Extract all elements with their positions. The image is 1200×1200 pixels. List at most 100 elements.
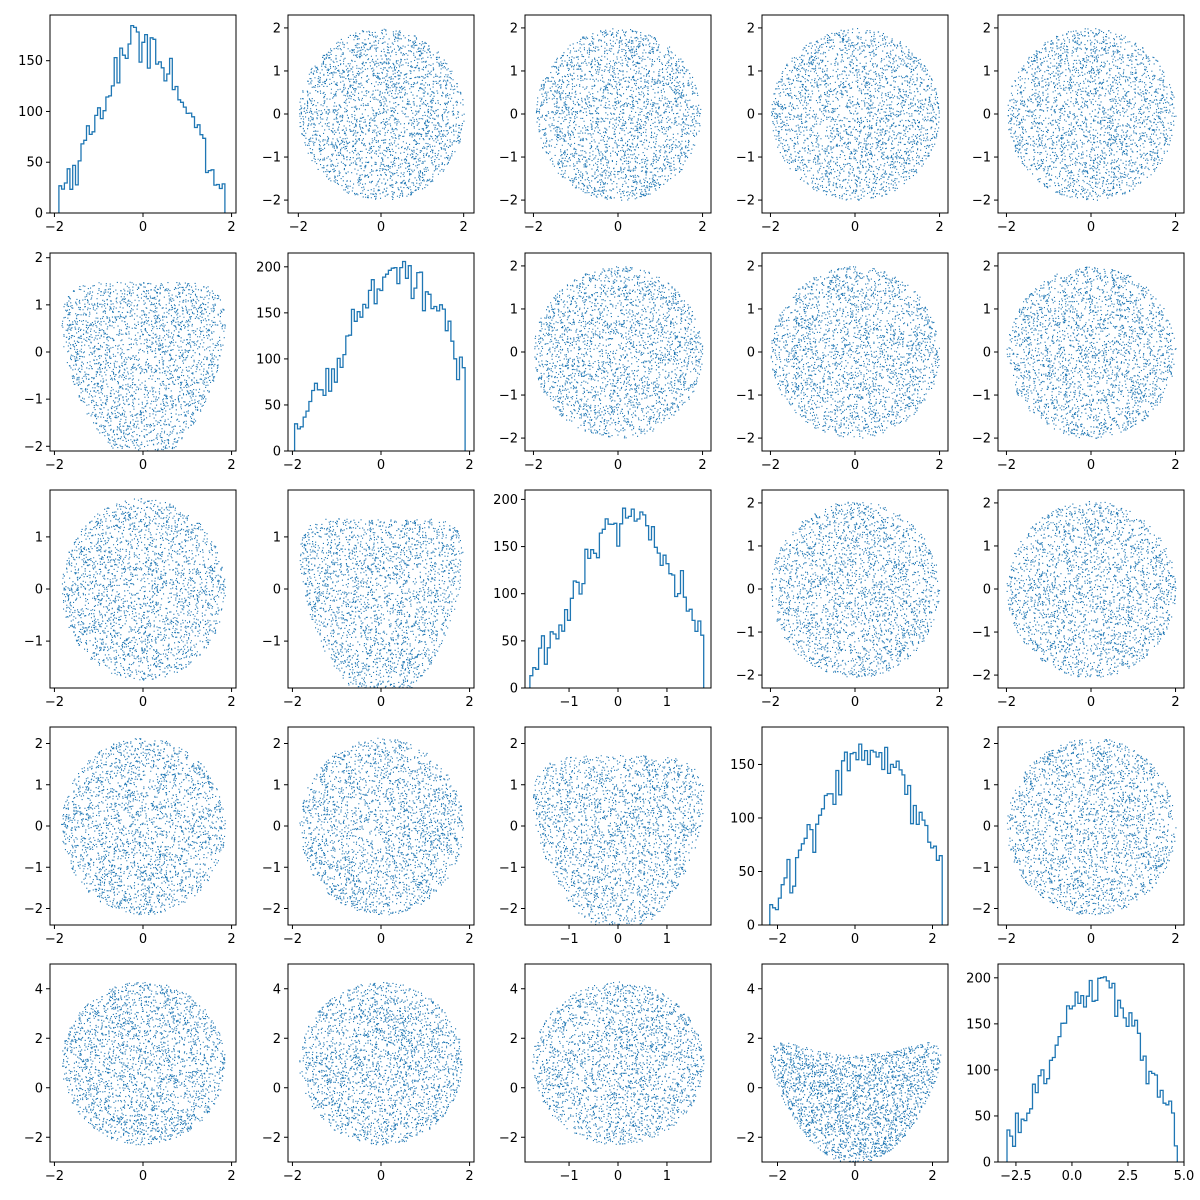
x-tick-label: 0 bbox=[851, 932, 859, 947]
y-tick-label: 1 bbox=[983, 539, 991, 554]
y-tick-label: 100 bbox=[256, 352, 281, 367]
plot-area bbox=[769, 743, 943, 925]
y-tick-label: 100 bbox=[730, 811, 755, 826]
y-tick-label: 1 bbox=[510, 778, 518, 793]
y-tick-label: 0 bbox=[510, 682, 518, 697]
panel-r1-c0: −2 0 2 −2 −1 0 1 2 bbox=[24, 251, 237, 473]
y-tick-label: 4 bbox=[510, 982, 518, 997]
y-tick-label: 4 bbox=[35, 982, 43, 997]
x-tick-label: 0 bbox=[614, 220, 622, 235]
panel-r0-c1: −2 0 2 −2 −1 0 1 2 bbox=[262, 14, 475, 235]
panel-r1-c4: −2 0 2 −2 −1 0 1 2 bbox=[972, 252, 1185, 473]
x-tick-label: 2 bbox=[935, 220, 943, 235]
plot-area bbox=[1006, 501, 1177, 678]
y-tick-label: 1 bbox=[747, 539, 755, 554]
x-tick-label: 0.0 bbox=[1062, 1169, 1083, 1184]
x-tick-label: −1 bbox=[559, 695, 578, 710]
y-tick-label: 4 bbox=[273, 982, 281, 997]
y-tick-label: −1 bbox=[262, 861, 281, 876]
panel-r1-c3: −2 0 2 −2 −1 0 1 2 bbox=[736, 252, 949, 473]
y-tick-label: 1 bbox=[273, 778, 281, 793]
y-tick-label: 1 bbox=[510, 302, 518, 317]
y-tick-label: 0 bbox=[35, 207, 43, 222]
y-tick-label: 0 bbox=[510, 346, 518, 361]
plot-area bbox=[770, 501, 941, 678]
x-tick-label: −2 bbox=[283, 1169, 302, 1184]
scatter-points bbox=[299, 518, 464, 688]
x-tick-label: 5.0 bbox=[1174, 1169, 1195, 1184]
y-tick-label: 2 bbox=[510, 737, 518, 752]
x-tick-label: 2 bbox=[928, 1169, 936, 1184]
x-tick-label: −2 bbox=[997, 695, 1016, 710]
y-tick-label: 0 bbox=[747, 583, 755, 598]
x-tick-label: 2 bbox=[465, 458, 473, 473]
y-tick-label: −1 bbox=[499, 861, 518, 876]
x-tick-label: 0 bbox=[851, 458, 859, 473]
x-tick-label: −1 bbox=[559, 1169, 578, 1184]
plot-area bbox=[533, 755, 705, 925]
scatter-points bbox=[299, 28, 465, 201]
y-tick-label: 2 bbox=[510, 1032, 518, 1047]
histogram-step bbox=[1006, 976, 1178, 1162]
y-tick-label: −2 bbox=[262, 194, 281, 209]
scatter-points bbox=[61, 738, 226, 916]
x-tick-label: −2 bbox=[768, 1169, 787, 1184]
plot-area bbox=[534, 266, 704, 439]
y-tick-label: −2 bbox=[24, 1131, 43, 1146]
x-tick-label: 2 bbox=[1171, 220, 1179, 235]
x-tick-label: −2 bbox=[997, 932, 1016, 947]
panel-r4-c1: −2 0 2 −2 0 2 4 bbox=[262, 963, 475, 1184]
y-tick-label: 1 bbox=[983, 302, 991, 317]
y-tick-label: 0 bbox=[747, 108, 755, 123]
y-tick-label: 1 bbox=[35, 778, 43, 793]
y-tick-label: −1 bbox=[24, 861, 43, 876]
x-tick-label: 0 bbox=[139, 220, 147, 235]
panel-r4-c0: −2 0 2 −2 0 2 4 bbox=[24, 963, 237, 1184]
axes-frame bbox=[997, 963, 1185, 1163]
x-tick-label: 2 bbox=[1171, 695, 1179, 710]
y-tick-label: 1 bbox=[747, 302, 755, 317]
scatter-points bbox=[61, 498, 226, 681]
y-tick-label: 0 bbox=[273, 1081, 281, 1096]
scatter-points bbox=[61, 281, 226, 451]
y-tick-label: 150 bbox=[730, 758, 755, 773]
x-tick-label: 2 bbox=[465, 1169, 473, 1184]
y-tick-label: 50 bbox=[738, 865, 755, 880]
panel-r4-c3: −2 0 2 −2 0 2 4 bbox=[736, 963, 949, 1184]
y-tick-label: 0 bbox=[273, 820, 281, 835]
y-tick-label: −1 bbox=[262, 151, 281, 166]
y-tick-label: −1 bbox=[24, 635, 43, 650]
y-tick-label: 1 bbox=[273, 530, 281, 545]
x-tick-label: −2 bbox=[768, 932, 787, 947]
y-tick-label: 2 bbox=[35, 1032, 43, 1047]
panel-r3-c3: −2 0 2 0 50 100 150 bbox=[730, 726, 949, 947]
y-tick-label: 0 bbox=[747, 346, 755, 361]
panel-r2-c2: −1 0 1 0 50 100 150 200 bbox=[493, 489, 712, 710]
x-tick-label: −2 bbox=[45, 1169, 64, 1184]
plot-area bbox=[299, 28, 465, 201]
x-tick-label: 0 bbox=[851, 1169, 859, 1184]
y-tick-label: 0 bbox=[983, 583, 991, 598]
y-tick-label: −2 bbox=[736, 669, 755, 684]
y-tick-label: −1 bbox=[972, 151, 991, 166]
y-tick-label: −2 bbox=[972, 902, 991, 917]
x-tick-label: 0 bbox=[614, 932, 622, 947]
y-tick-label: −2 bbox=[736, 194, 755, 209]
y-tick-label: 0 bbox=[35, 346, 43, 361]
x-tick-label: 0 bbox=[614, 1169, 622, 1184]
y-tick-label: 2 bbox=[983, 737, 991, 752]
x-tick-label: 0 bbox=[1087, 458, 1095, 473]
plot-area bbox=[770, 266, 940, 439]
y-tick-label: 50 bbox=[501, 634, 518, 649]
y-tick-label: 100 bbox=[18, 105, 43, 120]
x-tick-label: −2 bbox=[997, 220, 1016, 235]
plot-area bbox=[299, 518, 464, 688]
x-tick-label: −2 bbox=[997, 458, 1016, 473]
x-tick-label: 2 bbox=[227, 932, 235, 947]
y-tick-label: 1 bbox=[983, 64, 991, 79]
x-tick-label: 0 bbox=[139, 1169, 147, 1184]
y-tick-label: −1 bbox=[736, 389, 755, 404]
